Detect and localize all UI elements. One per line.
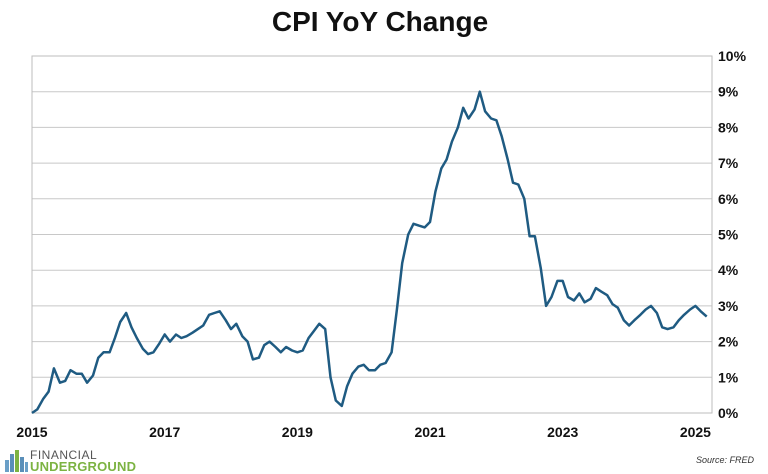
x-tick-label: 2017 bbox=[149, 424, 180, 440]
chart-title: CPI YoY Change bbox=[271, 6, 489, 37]
x-tick-label: 2025 bbox=[680, 424, 711, 440]
y-tick-label: 5% bbox=[718, 227, 739, 243]
city-skyline-icon bbox=[5, 450, 28, 472]
brand-line1: FINANCIAL bbox=[30, 448, 98, 462]
y-tick-label: 4% bbox=[718, 262, 739, 278]
series-line bbox=[31, 90, 708, 415]
plot-area bbox=[31, 55, 713, 414]
y-tick-label: 1% bbox=[718, 369, 739, 385]
x-axis-labels: 2015 2017 2019 2021 2023 2025 bbox=[16, 424, 711, 440]
x-tick-label: 2015 bbox=[16, 424, 47, 440]
brand-line2: UNDERGROUND bbox=[30, 459, 137, 474]
x-tick-label: 2019 bbox=[282, 424, 313, 440]
x-tick-label: 2021 bbox=[414, 424, 445, 440]
y-tick-label: 2% bbox=[718, 334, 739, 350]
y-tick-label: 6% bbox=[718, 191, 739, 207]
brand-logo: FINANCIAL UNDERGROUND bbox=[4, 448, 137, 474]
source-note: Source: FRED bbox=[695, 455, 754, 465]
y-axis-labels: 0% 1% 2% 3% 4% 5% 6% 7% 8% 9% 10% bbox=[718, 48, 747, 421]
grid-lines bbox=[32, 55, 712, 414]
y-tick-label: 10% bbox=[718, 48, 747, 64]
y-tick-label: 9% bbox=[718, 84, 739, 100]
x-tick-label: 2023 bbox=[547, 424, 578, 440]
series-layer bbox=[31, 90, 708, 415]
y-tick-label: 7% bbox=[718, 155, 739, 171]
y-tick-label: 0% bbox=[718, 405, 739, 421]
y-tick-label: 8% bbox=[718, 119, 739, 135]
y-tick-label: 3% bbox=[718, 298, 739, 314]
